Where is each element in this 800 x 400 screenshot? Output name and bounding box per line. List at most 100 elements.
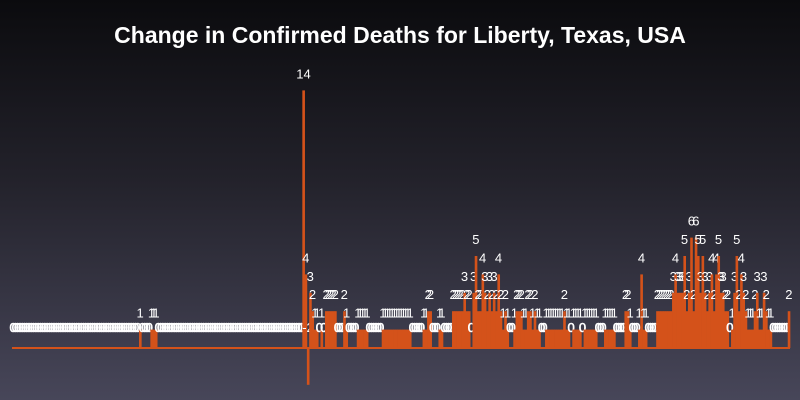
data-label: 0 (23, 320, 30, 335)
data-label: 3 (676, 269, 683, 284)
bar (567, 329, 571, 348)
bar (667, 311, 671, 348)
data-label: 0 (629, 320, 636, 335)
bar (719, 292, 723, 348)
bar (381, 329, 385, 348)
data-label: 0 (30, 320, 37, 335)
data-label: 0 (277, 320, 284, 335)
data-label: 0 (205, 320, 212, 335)
bar (549, 329, 553, 348)
data-label: 2 (341, 287, 348, 302)
data-label: 0 (28, 320, 35, 335)
data-label: 1 (438, 306, 445, 321)
data-label: 1 (565, 306, 572, 321)
data-label: 0 (368, 320, 375, 335)
data-label: 0 (209, 320, 216, 335)
data-label: 0 (116, 320, 123, 335)
data-label: 2 (513, 287, 520, 302)
data-label: 6 (688, 214, 695, 229)
data-label: 5 (715, 232, 722, 247)
data-label: 1 (357, 306, 364, 321)
bar (624, 311, 628, 348)
bar (753, 311, 757, 348)
data-label: 1 (313, 306, 320, 321)
data-label: 2 (456, 287, 463, 302)
bar (325, 311, 328, 348)
data-label: 0 (409, 320, 416, 335)
data-label: 2 (751, 287, 758, 302)
bar (554, 329, 557, 348)
bar (458, 311, 462, 348)
data-label: 1 (384, 306, 391, 321)
bar (461, 311, 464, 348)
bar (467, 311, 471, 348)
data-label: 0 (44, 320, 51, 335)
data-label: 0 (191, 320, 198, 335)
bar (767, 329, 770, 348)
bar (572, 329, 575, 348)
data-label: 0 (259, 320, 266, 335)
data-label: 1 (395, 306, 402, 321)
data-label: 0 (48, 320, 55, 335)
data-label: 2 (463, 287, 470, 302)
data-label: 0 (443, 320, 450, 335)
data-label: 1 (570, 306, 577, 321)
bar (628, 329, 632, 348)
data-label: 2 (323, 287, 330, 302)
data-label: 1 (583, 306, 590, 321)
data-label: 2 (493, 287, 500, 302)
data-label: 0 (599, 320, 606, 335)
bar (406, 329, 410, 348)
bar (681, 292, 684, 348)
bar (574, 329, 578, 348)
data-label: 0 (96, 320, 103, 335)
bar (749, 329, 752, 348)
data-label: 0 (125, 320, 132, 335)
bar (524, 329, 528, 348)
data-label: 0 (241, 320, 248, 335)
bar (404, 329, 408, 348)
bar (304, 274, 308, 348)
bar (674, 274, 677, 348)
data-label: 0 (273, 320, 280, 335)
data-label: 4 (708, 250, 715, 265)
data-label: 1 (393, 306, 400, 321)
data-label: 0 (264, 320, 271, 335)
data-label: 3 (679, 269, 686, 284)
data-label: 0 (46, 320, 53, 335)
data-label: 0 (143, 320, 150, 335)
data-label: 0 (123, 320, 130, 335)
data-label: 1 (767, 306, 774, 321)
data-label: 0 (127, 320, 134, 335)
bar (529, 311, 532, 348)
bar (685, 311, 689, 348)
data-label: 0 (250, 320, 257, 335)
data-label: 2 (624, 287, 631, 302)
bar (422, 329, 426, 348)
data-label: 0 (293, 320, 300, 335)
data-label: 2 (724, 287, 731, 302)
data-label: 4 (713, 250, 720, 265)
data-label: 2 (454, 287, 461, 302)
data-label: 3 (701, 269, 708, 284)
bar (697, 256, 700, 348)
data-label: 0 (375, 320, 382, 335)
data-label: 0 (198, 320, 205, 335)
bar (579, 329, 582, 348)
bar (640, 274, 643, 348)
data-label: 0 (726, 320, 733, 335)
data-label: 1 (592, 306, 599, 321)
data-label: 1 (343, 306, 350, 321)
data-label: 4 (738, 250, 745, 265)
data-label: 0 (538, 320, 545, 335)
bar (390, 329, 394, 348)
data-label: 0 (100, 320, 107, 335)
data-label: 1 (406, 306, 413, 321)
data-label: 0 (82, 320, 89, 335)
data-label: 2 (450, 287, 457, 302)
data-label: 3 (760, 269, 767, 284)
data-label: 0 (282, 320, 289, 335)
bar (683, 256, 687, 348)
data-label: 1 (436, 306, 443, 321)
data-label: 0 (223, 320, 230, 335)
